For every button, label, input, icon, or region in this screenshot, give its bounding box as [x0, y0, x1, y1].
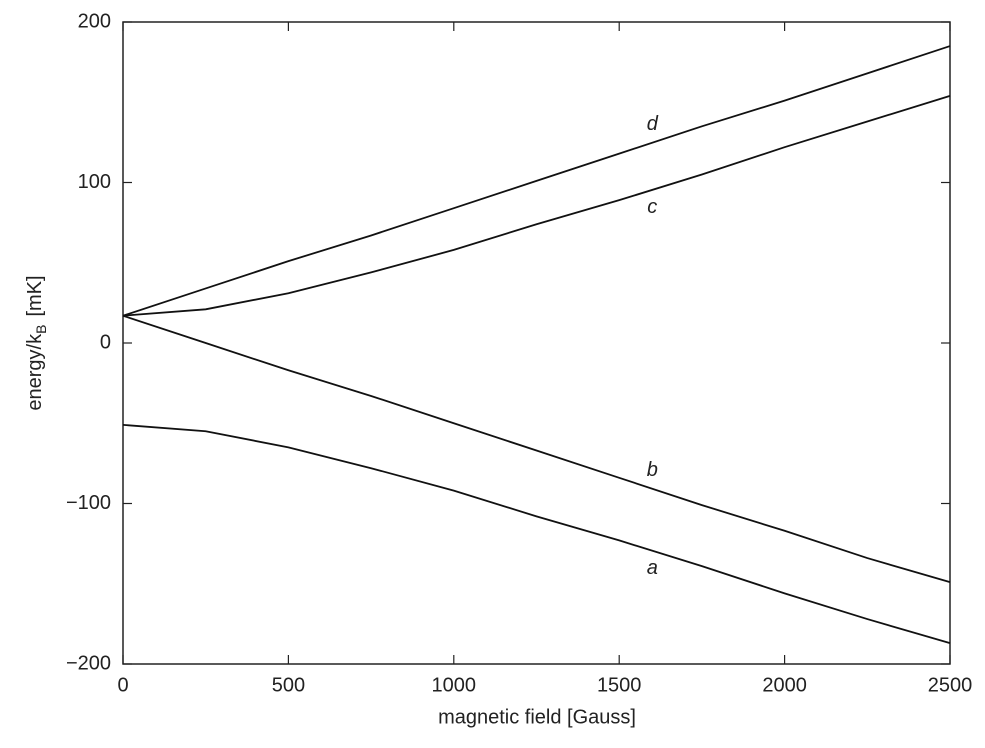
y-label-main: energy/k	[24, 333, 46, 411]
x-axis-label: magnetic field [Gauss]	[438, 706, 636, 728]
x-tick-label: 2500	[928, 674, 973, 696]
y-tick-label: 0	[100, 331, 111, 353]
y-axis-label: energy/kB [mK]	[24, 275, 48, 410]
x-tick-label: 0	[117, 674, 128, 696]
series-label: d	[647, 113, 659, 135]
y-tick-label: 200	[78, 10, 111, 32]
series-line	[122, 423, 951, 644]
y-tick-label: −100	[66, 492, 111, 514]
series-line	[122, 314, 951, 584]
x-tick-label: 2000	[762, 674, 807, 696]
x-tick-label: 1000	[432, 674, 477, 696]
x-tick-label: 500	[272, 674, 305, 696]
y-label-sub: B	[33, 325, 49, 334]
series-label: b	[647, 459, 658, 481]
y-tick-label: −200	[66, 652, 111, 674]
x-tick-label: 1500	[597, 674, 642, 696]
y-tick-label: 100	[78, 171, 111, 193]
y-label-unit: [mK]	[24, 275, 46, 316]
plot-frame	[122, 21, 951, 665]
series-label: a	[647, 557, 658, 579]
series-line	[122, 94, 951, 317]
series-label: c	[647, 196, 657, 218]
series-line	[122, 45, 951, 317]
